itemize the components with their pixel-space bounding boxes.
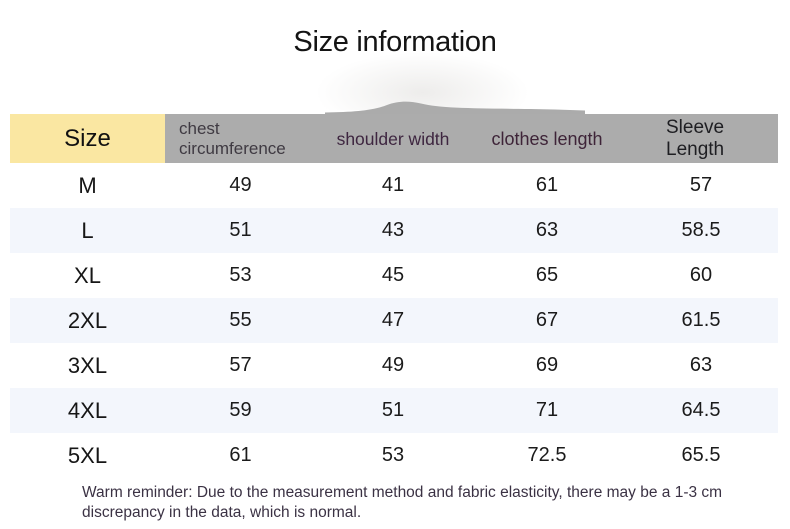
table-header-row: Size chest circumference shoulder width … bbox=[10, 114, 778, 163]
row-value-shoulder: 51 bbox=[381, 399, 405, 421]
table-body: M 49 41 61 57 L 51 43 63 58.5 XL 53 45 6… bbox=[10, 163, 778, 478]
row-value-chest: 59 bbox=[229, 399, 252, 421]
page-title: Size information bbox=[293, 26, 497, 58]
table-row-4xl: 4XL 59 51 71 64.5 bbox=[10, 388, 778, 433]
row-value-clothes: 69 bbox=[535, 354, 559, 376]
table-row-l: L 51 43 63 58.5 bbox=[10, 208, 778, 253]
row-value-chest: 55 bbox=[229, 309, 252, 331]
row-value-sleeve: 63 bbox=[689, 354, 713, 376]
table-row-xl: XL 53 45 65 60 bbox=[10, 253, 778, 298]
header-col-clothes-length: clothes length bbox=[491, 128, 603, 149]
row-size-label: 3XL bbox=[67, 352, 108, 378]
row-value-chest: 49 bbox=[229, 174, 252, 196]
row-value-clothes: 65 bbox=[535, 264, 559, 286]
table-row-5xl: 5XL 61 53 72.5 65.5 bbox=[10, 433, 778, 478]
row-value-clothes: 71 bbox=[535, 399, 559, 421]
row-value-sleeve: 61.5 bbox=[681, 309, 721, 331]
row-size-label: XL bbox=[74, 262, 101, 288]
row-size-label: L bbox=[81, 217, 94, 243]
row-value-clothes: 67 bbox=[535, 309, 559, 331]
row-value-shoulder: 49 bbox=[381, 354, 405, 376]
row-value-chest: 61 bbox=[229, 444, 252, 466]
header-size-cell: Size bbox=[10, 114, 165, 163]
row-value-chest: 53 bbox=[229, 264, 252, 286]
row-value-sleeve: 57 bbox=[689, 174, 713, 196]
row-value-shoulder: 53 bbox=[381, 444, 405, 466]
garment-silhouette bbox=[325, 101, 585, 114]
header-col-sleeve-length: Sleeve Length bbox=[666, 116, 725, 160]
table-row-2xl: 2XL 55 47 67 61.5 bbox=[10, 298, 778, 343]
row-value-shoulder: 43 bbox=[381, 219, 405, 241]
row-value-sleeve: 65.5 bbox=[681, 444, 721, 466]
row-value-clothes: 61 bbox=[535, 174, 559, 196]
warm-reminder-note: Warm reminder: Due to the measurement me… bbox=[82, 484, 723, 521]
row-size-label: 5XL bbox=[67, 442, 108, 468]
row-value-clothes: 63 bbox=[535, 219, 559, 241]
table-row-m: M 49 41 61 57 bbox=[10, 163, 778, 208]
background-garment-haze bbox=[315, 52, 530, 110]
row-size-label: M bbox=[78, 172, 97, 198]
row-value-shoulder: 47 bbox=[381, 309, 405, 331]
header-col-chest-circumference: chest circumference bbox=[179, 118, 286, 158]
size-chart-table: Size chest circumference shoulder width … bbox=[10, 114, 778, 478]
row-size-label: 2XL bbox=[67, 307, 108, 333]
row-value-shoulder: 45 bbox=[381, 264, 405, 286]
table-row-3xl: 3XL 57 49 69 63 bbox=[10, 343, 778, 388]
header-gray-band: chest circumference shoulder width cloth… bbox=[165, 114, 778, 163]
row-value-shoulder: 41 bbox=[381, 174, 405, 196]
row-value-chest: 57 bbox=[229, 354, 252, 376]
row-value-sleeve: 64.5 bbox=[681, 399, 721, 421]
header-col-shoulder-width: shoulder width bbox=[336, 128, 450, 149]
row-value-sleeve: 58.5 bbox=[681, 219, 721, 241]
row-value-clothes: 72.5 bbox=[527, 444, 567, 466]
row-value-sleeve: 60 bbox=[689, 264, 713, 286]
row-value-chest: 51 bbox=[229, 219, 252, 241]
row-size-label: 4XL bbox=[67, 397, 108, 423]
